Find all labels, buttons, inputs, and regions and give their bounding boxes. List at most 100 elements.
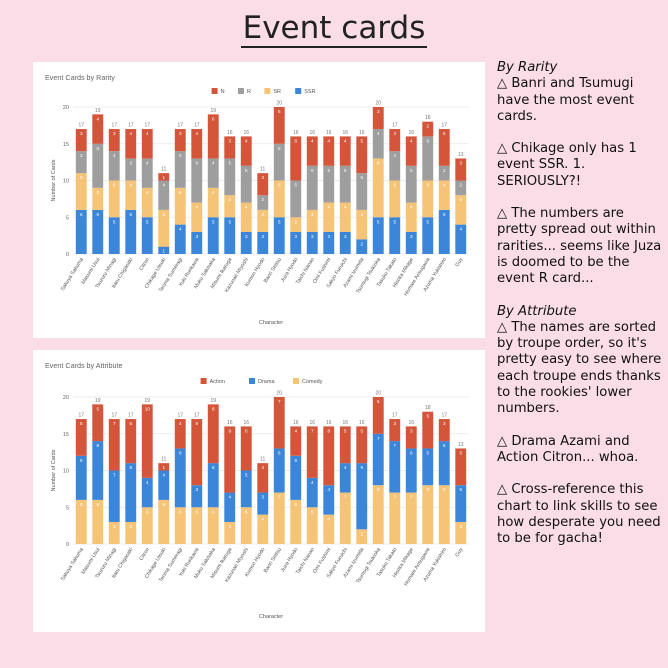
bar-n-taichi-nanao [306,136,318,166]
bar-value-label: 3 [245,234,248,239]
bar-ssr-azami-izumida [356,239,368,254]
legend-swatch-r [238,88,244,94]
bar-comedy-taichi-nanao [306,507,318,544]
bar-value-label: 5 [393,183,396,188]
bar-n-kumon-hyodo [257,173,269,196]
bar-value-label: 5 [327,168,330,173]
bar-ssr-azuma-yukishiro [438,209,450,254]
bar-drama-muku-sakisaka [207,463,219,508]
bar-n-sakyo-furuichi [339,136,351,166]
bar-value-label: 4 [443,183,446,188]
bar-value-label: 4 [311,138,314,143]
bar-value-label: 8 [377,487,380,492]
bar-value-label: 5 [311,509,314,514]
bar-ssr-sakuya-sakuma [75,209,87,254]
legend-label-sr: SR [273,89,281,95]
bar-r-kumon-hyodo [257,195,269,210]
x-tick-label-sakuya-sakuma: Sakuya Sakuma [60,257,85,292]
bar-drama-azuma-yukishiro [438,441,450,486]
bar-value-label: 8 [129,465,132,470]
bar-ssr-banri-settsu [273,217,285,254]
bar-total-label: 17 [111,413,117,419]
bar-comedy-kumon-hyodo [257,514,269,544]
bar-sr-homare-arisugawa [422,180,434,218]
bar-sr-itaru-chigasaki [125,180,137,210]
attribute-chart-panel: Event Cards by Attribute Action Drama Comed… [33,350,485,632]
bar-total-label: 20 [276,101,282,107]
bar-ssr-sakyo-furuichi [339,231,351,254]
bar-value-label: 5 [426,450,429,455]
bar-n-guy [455,158,467,181]
chart-title: Event Cards by Attribute [45,361,123,370]
bar-value-label: 4 [195,205,198,210]
bar-value-label: 7 [410,495,413,500]
y-tick-label: 20 [63,105,69,111]
bar-value-label: 6 [311,168,314,173]
bar-value-label: 1 [162,249,165,254]
bar-value-label: 5 [426,183,429,188]
bar-value-label: 4 [195,131,198,136]
bar-drama-masumi-usui [92,441,104,500]
bar-sr-yuki-rurikawa [191,202,203,232]
bar-total-label: 17 [78,123,84,129]
attribute-chart: Event Cards by Attribute Action Drama Comed… [45,361,469,620]
bar-ssr-homare-arisugawa [422,217,434,254]
bar-value-label: 4 [327,138,330,143]
bar-n-sakuya-sakuma [75,129,87,152]
bar-value-label: 3 [129,160,132,165]
bar-ssr-chikage-utsuki [158,246,170,254]
y-tick-label: 0 [66,542,69,548]
legend-swatch-n [211,88,218,94]
bar-value-label: 5 [410,168,413,173]
bar-value-label: 5 [426,219,429,224]
bar-total-label: 18 [425,115,431,121]
bar-value-label: 3 [344,234,347,239]
bar-ssr-muku-sakisaka [207,217,219,254]
bar-total-label: 13 [458,152,464,158]
legend-label-r: R [247,89,251,95]
bar-total-label: 17 [111,123,117,129]
bar-value-label: 4 [146,480,149,485]
bar-value-label: 4 [344,138,347,143]
page-title-text: Event cards [240,10,428,48]
bar-r-azami-izumida [356,173,368,210]
bar-ssr-kazunari-miyoshi [240,231,252,254]
bar-value-label: 9 [195,421,198,426]
bar-total-label: 16 [309,420,315,426]
bar-action-hisoka-mikage [405,426,417,449]
bar-value-label: 4 [162,473,165,478]
bar-value-label: 5 [212,219,215,224]
bar-r-hisoka-mikage [405,165,417,203]
bar-total-label: 17 [392,413,398,419]
bar-n-chikage-utsuki [158,173,170,181]
bar-value-label: 5 [294,183,297,188]
x-tick-label-guy: Guy [454,547,464,559]
bar-value-label: 5 [195,509,198,514]
bar-value-label: 5 [228,219,231,224]
bar-value-label: 3 [393,421,396,426]
bar-value-label: 3 [311,212,314,217]
bar-n-muku-sakisaka [207,114,219,159]
bar-value-label: 7 [113,421,116,426]
bar-value-label: 3 [443,421,446,426]
bar-sr-kazunari-miyoshi [240,202,252,232]
bar-value-label: 4 [129,183,132,188]
bar-total-label: 16 [243,130,249,136]
bar-value-label: 2 [459,183,462,188]
rarity-note-3: △ The numbers are pretty spread out with… [497,206,662,287]
bar-comedy-masumi-usui [92,499,104,544]
bar-action-kumon-hyodo [257,463,269,493]
bar-drama-citron [141,477,153,508]
bar-value-label: 5 [245,168,248,173]
bar-total-label: 17 [144,123,150,129]
bar-drama-tsuzuru-minagi [108,470,120,522]
bar-drama-yuki-rurikawa [191,485,203,508]
bar-ssr-yuki-rurikawa [191,231,203,254]
bar-value-label: 6 [195,160,198,165]
page-title: Event cards [0,10,668,48]
bar-action-citron [141,404,153,478]
bar-sr-misumi-ikaruga [224,195,236,218]
bar-value-label: 5 [146,509,149,514]
bar-r-tasuku-takato [389,151,401,181]
bar-value-label: 5 [426,414,429,419]
